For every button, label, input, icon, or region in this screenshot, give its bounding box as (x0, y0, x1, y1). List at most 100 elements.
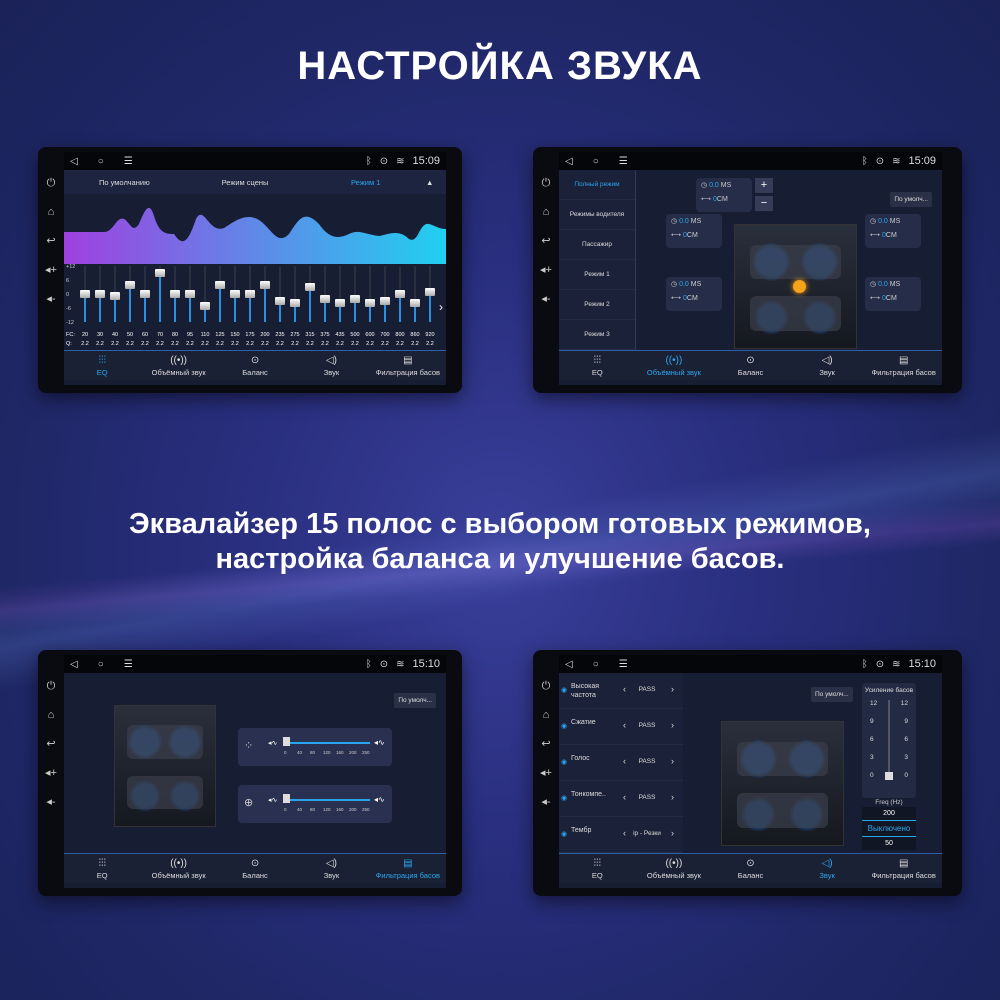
back-icon[interactable]: ↩ (541, 738, 551, 750)
tab-bass-filter[interactable]: ▤ Фильтрация басов (865, 351, 942, 380)
eq-slider-thumb[interactable] (125, 280, 135, 289)
nav-back-icon[interactable]: ◁ (565, 155, 573, 167)
prev-arrow-icon[interactable]: ‹ (623, 756, 626, 766)
prev-arrow-icon[interactable]: ‹ (623, 684, 626, 694)
tab-speaker[interactable]: ◁) Звук (293, 854, 369, 883)
tab-bass-filter[interactable]: ▤ Фильтрация басов (865, 854, 942, 883)
tab-balance[interactable]: ⊙ Баланс (712, 854, 789, 883)
eq-slider-thumb[interactable] (335, 299, 345, 308)
volume-up-icon[interactable]: ◂+ (540, 767, 552, 779)
eq-slider-thumb[interactable] (215, 280, 225, 289)
home-icon[interactable]: ⌂ (542, 709, 550, 721)
volume-up-icon[interactable]: ◂+ (540, 264, 552, 276)
eq-slider-thumb[interactable] (380, 297, 390, 305)
eq-slider-thumb[interactable] (290, 299, 300, 308)
prev-arrow-icon[interactable]: ‹ (623, 828, 626, 838)
tab-equalizer[interactable]: ⫶⫶⫶ EQ (559, 351, 636, 380)
eq-slider-thumb[interactable] (425, 287, 435, 296)
eq-slider-thumb[interactable] (185, 290, 195, 298)
distance-value[interactable]: 0 (882, 295, 886, 302)
default-button[interactable]: По умолч... (890, 192, 932, 207)
freq-option[interactable]: 50 (885, 840, 893, 847)
bass-slider-thumb[interactable] (885, 772, 893, 780)
distance-value[interactable]: 0 (713, 196, 717, 203)
back-icon[interactable]: ↩ (46, 235, 56, 247)
eq-slider-thumb[interactable] (80, 290, 90, 298)
tab-balance[interactable]: ⊙ Баланс (712, 351, 789, 380)
next-arrow-icon[interactable]: › (671, 756, 674, 766)
eq-slider-thumb[interactable] (275, 297, 285, 305)
distance-value[interactable]: 0 (683, 232, 687, 239)
preset-default[interactable]: По умолчанию (98, 177, 150, 187)
delay-value[interactable]: 0.0 (878, 281, 888, 288)
tab-surround[interactable]: ((•)) Объёмный звук (140, 351, 216, 380)
distance-value[interactable]: 0 (683, 295, 687, 302)
filter-slider-thumb[interactable] (283, 737, 290, 746)
prev-arrow-icon[interactable]: ‹ (623, 720, 626, 730)
mode-item[interactable]: Пассажир (559, 230, 635, 260)
tab-bass-filter[interactable]: ▤ Фильтрация басов (370, 351, 446, 380)
eq-slider-thumb[interactable] (155, 269, 165, 277)
nav-menu-icon[interactable]: ☰ (618, 658, 628, 670)
nav-home-icon[interactable]: ○ (97, 658, 104, 670)
back-icon[interactable]: ↩ (46, 738, 56, 750)
eq-slider-thumb[interactable] (305, 283, 315, 291)
delay-value[interactable]: 0.0 (878, 218, 888, 225)
volume-up-icon[interactable]: ◂+ (45, 767, 57, 779)
default-button[interactable]: По умолч... (394, 693, 436, 708)
eq-slider-thumb[interactable] (200, 301, 210, 310)
eq-slider-thumb[interactable] (110, 292, 120, 301)
minus-button[interactable]: − (755, 196, 773, 211)
eq-slider-thumb[interactable] (350, 294, 360, 303)
tab-surround[interactable]: ((•)) Объёмный звук (636, 351, 713, 380)
tab-bass-filter[interactable]: ▤ Фильтрация басов (370, 854, 446, 883)
eq-slider-thumb[interactable] (395, 290, 405, 298)
tab-surround[interactable]: ((•)) Объёмный звук (636, 854, 713, 883)
home-icon[interactable]: ⌂ (47, 709, 55, 721)
mode-item[interactable]: Режим 3 (559, 320, 635, 350)
eq-slider-thumb[interactable] (245, 290, 255, 298)
tab-speaker[interactable]: ◁) Звук (789, 351, 866, 380)
mode-item[interactable]: Режим 1 (559, 260, 635, 290)
next-arrow-icon[interactable]: › (671, 828, 674, 838)
nav-menu-icon[interactable]: ☰ (123, 658, 133, 670)
volume-down-icon[interactable]: ◂- (46, 293, 56, 305)
filter-slider-thumb[interactable] (283, 794, 290, 803)
tab-equalizer[interactable]: ⫶⫶⫶ EQ (64, 351, 140, 380)
preset-mode-1[interactable]: Режим 1 (350, 177, 381, 187)
next-arrow-icon[interactable]: › (671, 684, 674, 694)
eq-slider-thumb[interactable] (260, 280, 270, 289)
tab-equalizer[interactable]: ⫶⫶⫶ EQ (559, 854, 636, 883)
eq-slider-thumb[interactable] (140, 290, 150, 298)
tab-surround[interactable]: ((•)) Объёмный звук (140, 854, 216, 883)
prev-arrow-icon[interactable]: ‹ (623, 792, 626, 802)
sound-focus-point[interactable] (793, 280, 806, 293)
volume-down-icon[interactable]: ◂- (46, 796, 56, 808)
distance-value[interactable]: 0 (882, 232, 886, 239)
mode-item[interactable]: Режимы водителя (559, 200, 635, 230)
mode-item[interactable]: Полный режим (559, 170, 635, 200)
collapse-icon[interactable]: ▲ (426, 177, 434, 187)
power-icon[interactable]: ⏻ (46, 680, 56, 692)
power-icon[interactable]: ⏻ (541, 680, 551, 692)
freq-option[interactable]: 200 (883, 810, 895, 817)
eq-slider-thumb[interactable] (230, 290, 240, 298)
delay-value[interactable]: 0.0 (679, 281, 689, 288)
eq-slider-thumb[interactable] (320, 294, 330, 303)
nav-back-icon[interactable]: ◁ (565, 658, 573, 670)
power-icon[interactable]: ⏻ (541, 177, 551, 189)
delay-value[interactable]: 0.0 (709, 182, 719, 189)
mode-item[interactable]: Режим 2 (559, 290, 635, 320)
tab-balance[interactable]: ⊙ Баланс (217, 854, 293, 883)
eq-slider-thumb[interactable] (95, 290, 105, 298)
preset-scene[interactable]: Режим сцены (221, 177, 269, 187)
plus-button[interactable]: + (755, 178, 773, 193)
next-arrow-icon[interactable]: › (671, 792, 674, 802)
delay-value[interactable]: 0.0 (679, 218, 689, 225)
eq-slider-thumb[interactable] (410, 299, 420, 308)
volume-down-icon[interactable]: ◂- (541, 293, 551, 305)
back-icon[interactable]: ↩ (541, 235, 551, 247)
next-page-icon[interactable]: › (439, 300, 443, 314)
nav-back-icon[interactable]: ◁ (70, 658, 78, 670)
nav-home-icon[interactable]: ○ (97, 155, 104, 167)
